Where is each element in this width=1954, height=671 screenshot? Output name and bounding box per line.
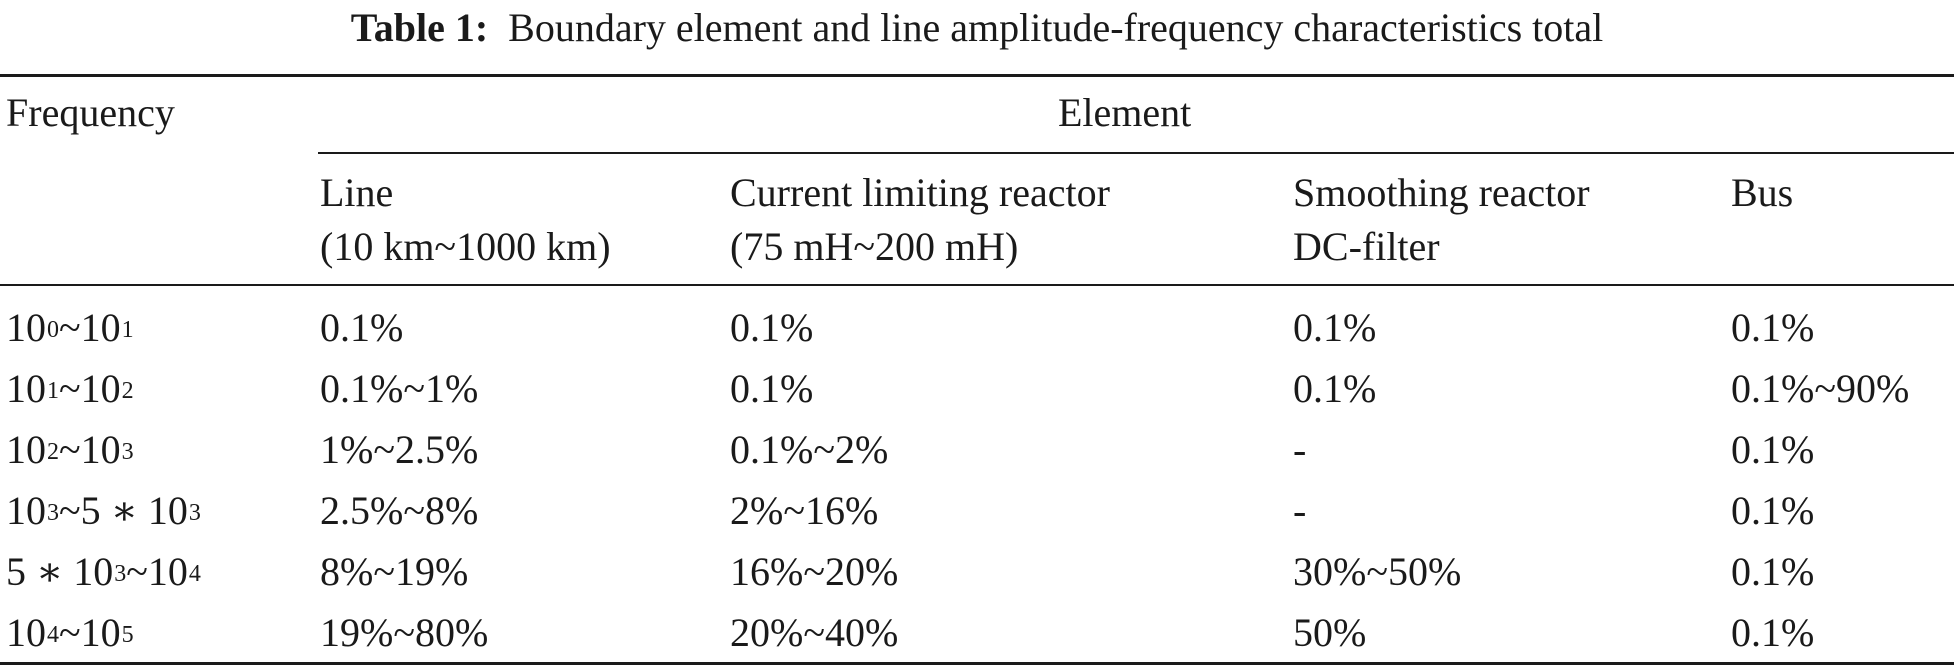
- cell-line: 8%~19%: [320, 549, 469, 594]
- cell-reactor: 0.1%: [730, 305, 814, 350]
- frequency-part: 10: [147, 549, 188, 594]
- frequency-exponent: 2: [47, 439, 59, 465]
- cell-frequency: 101~102: [6, 366, 134, 412]
- frequency-exponent: 1: [121, 317, 134, 343]
- header-reactor-name: Current limiting reactor: [730, 170, 1110, 215]
- cell-smoothing: -: [1293, 488, 1307, 533]
- header-smoothing-name: Smoothing reactor: [1293, 170, 1590, 215]
- header-bus: Bus: [1731, 170, 1794, 215]
- frequency-part: 10: [6, 488, 46, 533]
- frequency-exponent: 3: [47, 500, 59, 526]
- frequency-part: 5 ∗ 10: [6, 549, 114, 594]
- frequency-exponent: 3: [188, 500, 201, 526]
- frequency-part: ~: [59, 305, 81, 350]
- header-frequency: Frequency: [6, 90, 175, 135]
- frequency-exponent: 0: [47, 317, 59, 343]
- cell-smoothing: 0.1%: [1293, 305, 1377, 350]
- element-group-rule: [318, 152, 1954, 154]
- cell-line: 1%~2.5%: [320, 427, 479, 472]
- header-line-range: (10 km~1000 km): [320, 224, 611, 269]
- cell-bus: 0.1%: [1731, 427, 1815, 472]
- frequency-exponent: 1: [47, 378, 59, 404]
- caption-text: Boundary element and line amplitude-freq…: [508, 5, 1604, 50]
- frequency-part: 10: [147, 488, 188, 533]
- cell-line: 19%~80%: [320, 610, 489, 655]
- header-reactor-range: (75 mH~200 mH): [730, 224, 1019, 269]
- cell-line: 0.1%~1%: [320, 366, 479, 411]
- frequency-exponent: 2: [121, 378, 134, 404]
- header-element: Element: [1058, 90, 1192, 135]
- caption-label: Table 1:: [350, 5, 489, 50]
- cell-smoothing: 30%~50%: [1293, 549, 1462, 594]
- frequency-part: ~: [126, 549, 148, 594]
- frequency-part: 10: [80, 366, 121, 411]
- cell-line: 0.1%: [320, 305, 404, 350]
- frequency-part: 10: [6, 427, 46, 472]
- table-bottom-rule: [0, 662, 1954, 665]
- cell-bus: 0.1%: [1731, 610, 1815, 655]
- cell-reactor: 0.1%~2%: [730, 427, 889, 472]
- frequency-part: ~: [59, 427, 81, 472]
- table-caption: Table 1: Boundary element and line ampli…: [0, 4, 1954, 52]
- cell-frequency: 103~5 ∗ 103: [6, 488, 201, 534]
- frequency-part: 10: [6, 610, 46, 655]
- frequency-part: 10: [80, 305, 121, 350]
- cell-smoothing: -: [1293, 427, 1307, 472]
- frequency-exponent: 3: [121, 439, 134, 465]
- cell-bus: 0.1%: [1731, 549, 1815, 594]
- cell-bus: 0.1%: [1731, 305, 1815, 350]
- frequency-exponent: 4: [47, 622, 59, 648]
- cell-frequency: 104~105: [6, 610, 134, 656]
- cell-frequency: 5 ∗ 103~104: [6, 549, 201, 595]
- frequency-exponent: 3: [114, 561, 127, 587]
- cell-frequency: 100~101: [6, 305, 134, 351]
- frequency-exponent: 4: [188, 561, 201, 587]
- cell-reactor: 2%~16%: [730, 488, 879, 533]
- cell-line: 2.5%~8%: [320, 488, 479, 533]
- frequency-part: 10: [6, 305, 46, 350]
- frequency-part: 10: [80, 427, 121, 472]
- cell-reactor: 16%~20%: [730, 549, 899, 594]
- cell-smoothing: 50%: [1293, 610, 1367, 655]
- header-smoothing-sub: DC-filter: [1293, 224, 1440, 269]
- header-line-name: Line: [320, 170, 394, 215]
- header-bottom-rule: [0, 284, 1954, 286]
- frequency-exponent: 5: [121, 622, 134, 648]
- cell-reactor: 20%~40%: [730, 610, 899, 655]
- cell-frequency: 102~103: [6, 427, 134, 473]
- cell-smoothing: 0.1%: [1293, 366, 1377, 411]
- cell-bus: 0.1%: [1731, 488, 1815, 533]
- frequency-part: ~5 ∗: [59, 488, 148, 533]
- cell-bus: 0.1%~90%: [1731, 366, 1910, 411]
- cell-reactor: 0.1%: [730, 366, 814, 411]
- frequency-part: ~: [59, 366, 81, 411]
- frequency-part: 10: [80, 610, 121, 655]
- frequency-part: 10: [6, 366, 46, 411]
- frequency-part: ~: [59, 610, 81, 655]
- table-top-rule: [0, 74, 1954, 77]
